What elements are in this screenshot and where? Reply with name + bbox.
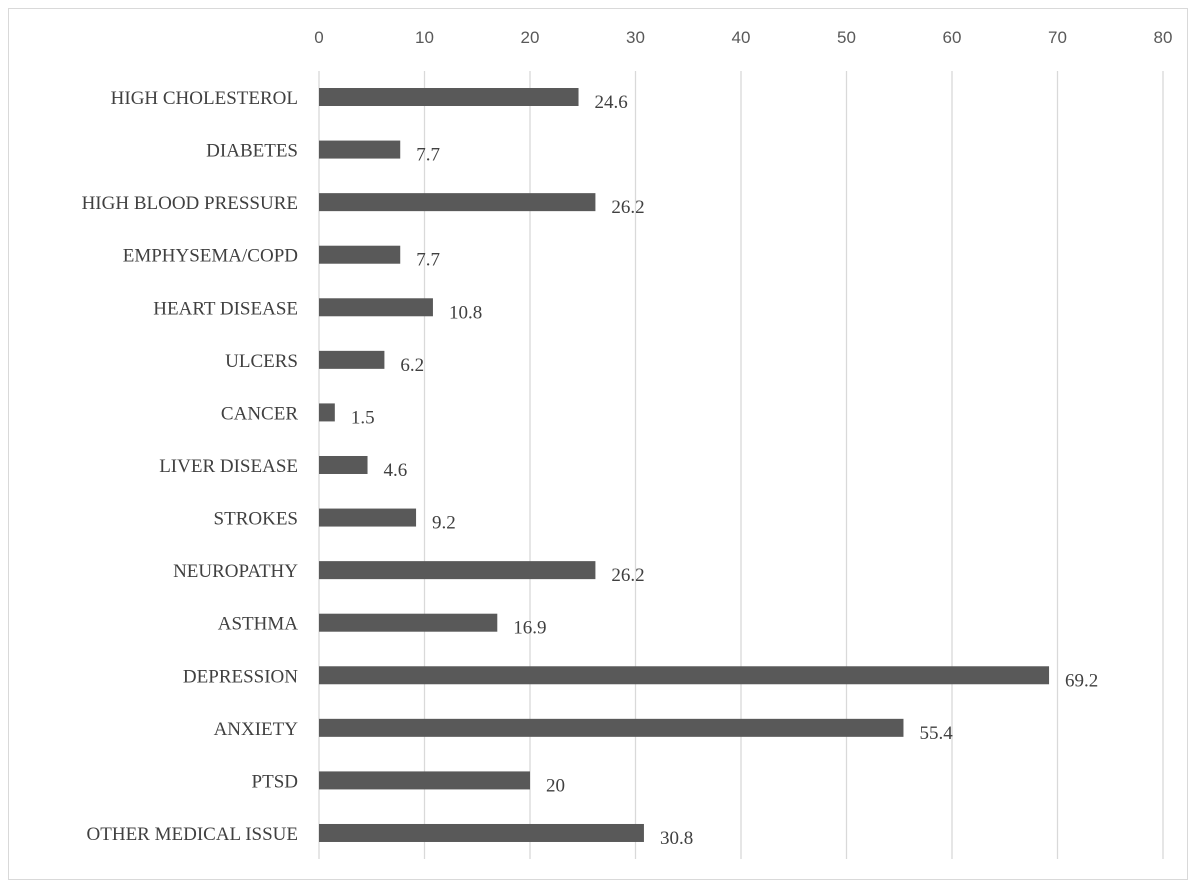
bar — [319, 350, 385, 369]
category-labels: HIGH CHOLESTEROL DIABETES HIGH BLOOD PRESS… — [82, 88, 299, 845]
data-label: 69.2 — [1065, 670, 1098, 691]
x-tick-label: 20 — [521, 28, 540, 47]
category-label: STROKES — [214, 509, 298, 530]
x-tick-label: 50 — [837, 28, 856, 47]
data-label: 4.6 — [384, 460, 408, 481]
data-label: 26.2 — [611, 197, 644, 218]
category-label: CANCER — [221, 403, 298, 424]
category-label: LIVER DISEASE — [159, 456, 298, 477]
data-label: 26.2 — [611, 565, 644, 586]
x-tick-label: 60 — [943, 28, 962, 47]
bar — [319, 613, 498, 632]
data-label: 6.2 — [400, 355, 424, 376]
data-labels: 24.6 7.7 26.2 7.7 10.8 6.2 1.5 4.6 9.2 26.2 16.9 69… — [351, 92, 1098, 849]
category-label: HIGH CHOLESTEROL — [111, 88, 298, 109]
data-label: 16.9 — [513, 618, 546, 639]
bar-chart: 0 10 20 30 40 50 60 70 80 HIGH CHOLESTEROL DIABET… — [82, 28, 1172, 859]
category-label: NEUROPATHY — [173, 561, 298, 582]
bar — [319, 88, 579, 106]
data-label: 7.7 — [416, 145, 440, 166]
x-tick-label: 30 — [626, 28, 645, 47]
category-label: ULCERS — [225, 351, 298, 372]
category-label: EMPHYSEMA/COPD — [123, 246, 298, 267]
x-tick-label: 40 — [732, 28, 751, 47]
x-tick-label: 80 — [1154, 28, 1173, 47]
bars — [319, 88, 1050, 842]
chart-frame: 0 10 20 30 40 50 60 70 80 HIGH CHOLESTEROL DIABET… — [8, 8, 1188, 880]
category-label: ASTHMA — [218, 614, 299, 635]
category-label: DIABETES — [206, 141, 298, 162]
x-tick-label: 10 — [415, 28, 434, 47]
x-tick-label: 70 — [1048, 28, 1067, 47]
category-label: ANXIETY — [214, 719, 299, 740]
data-label: 24.6 — [595, 92, 628, 113]
data-label: 9.2 — [432, 513, 456, 534]
bar — [319, 455, 368, 474]
bar — [319, 666, 1050, 685]
x-axis-ticks: 0 10 20 30 40 50 60 70 80 — [314, 28, 1172, 47]
data-label: 1.5 — [351, 407, 375, 428]
bar — [319, 245, 401, 264]
category-label: HIGH BLOOD PRESSURE — [82, 193, 298, 214]
data-label: 7.7 — [416, 250, 440, 271]
bar — [319, 508, 417, 527]
bar — [319, 193, 596, 212]
bar — [319, 403, 335, 422]
data-label: 10.8 — [449, 302, 482, 323]
category-label: HEART DISEASE — [153, 298, 298, 319]
x-tick-label: 0 — [314, 28, 323, 47]
category-label: DEPRESSION — [183, 666, 298, 687]
category-label: OTHER MEDICAL ISSUE — [87, 824, 298, 845]
bar — [319, 561, 596, 580]
bar — [319, 771, 530, 790]
gridlines — [318, 71, 1164, 859]
bar — [319, 140, 401, 159]
bar — [319, 298, 433, 317]
data-label: 55.4 — [919, 723, 953, 744]
data-label: 20 — [546, 775, 565, 796]
bar — [319, 718, 904, 737]
category-label: PTSD — [252, 771, 298, 792]
data-label: 30.8 — [660, 828, 693, 849]
bar — [319, 823, 644, 842]
